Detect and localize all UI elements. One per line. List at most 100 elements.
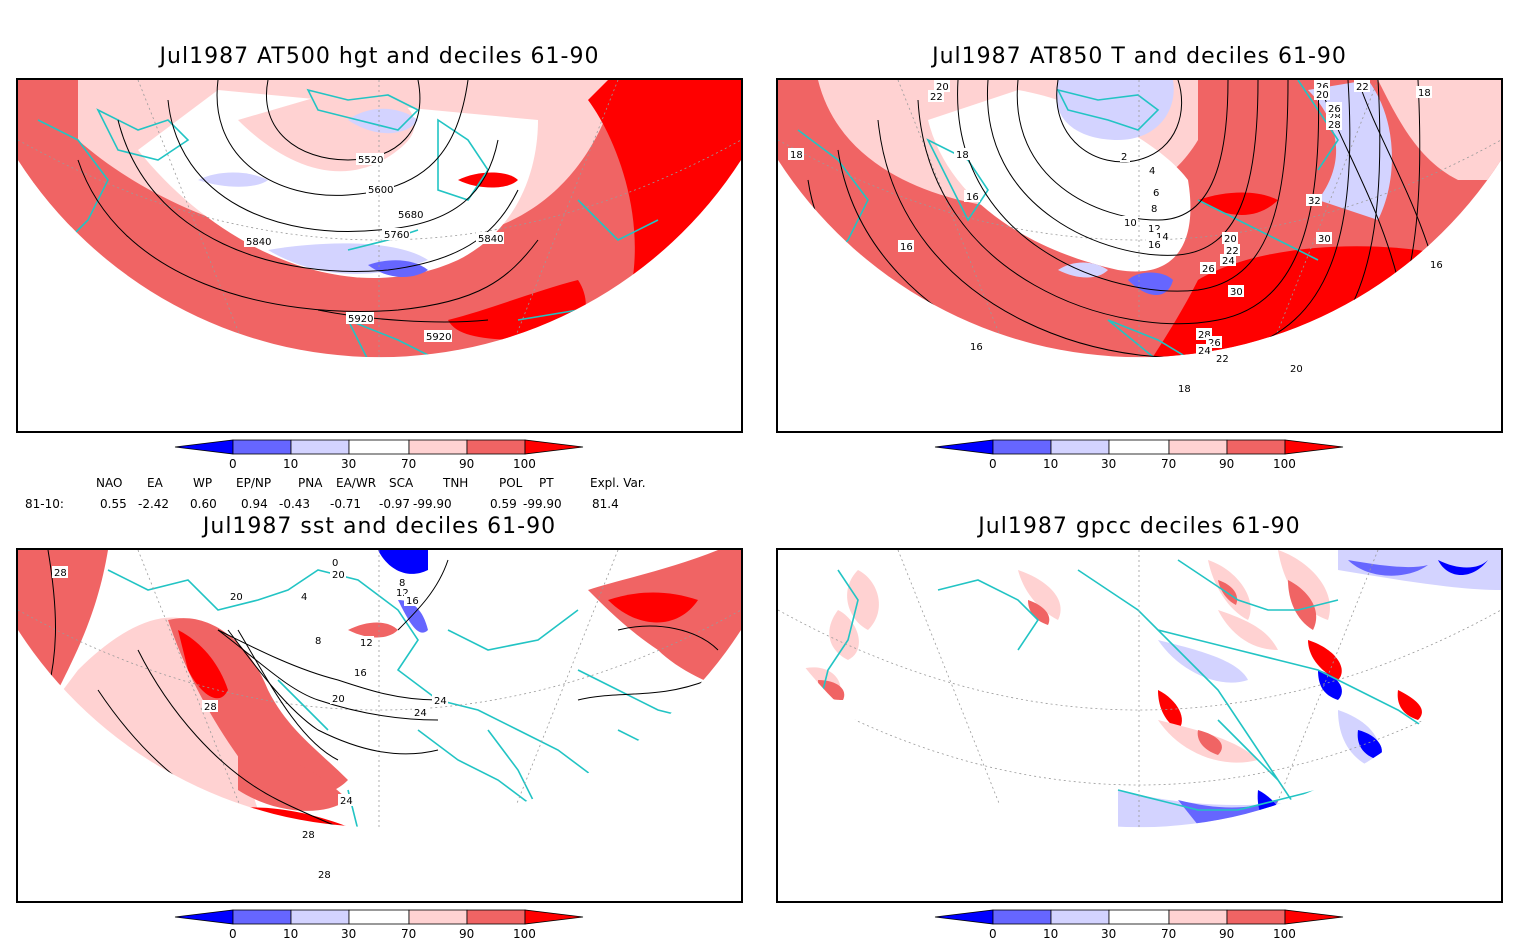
panel-title-hgt: Jul1987 AT500 hgt and deciles 61-90 bbox=[159, 44, 600, 69]
contour-label: 8 bbox=[1151, 204, 1157, 215]
panel-title-t850: Jul1987 AT850 T and deciles 61-90 bbox=[932, 44, 1347, 69]
colorbar-segment bbox=[408, 909, 468, 925]
contour-label: 16 bbox=[970, 342, 983, 353]
index-header: POL bbox=[499, 476, 523, 490]
colorbar-tick: 70 bbox=[401, 457, 416, 471]
map-sst-svg: 28 20 28 8 12 16 20 24 24 24 28 28 0 4 8… bbox=[18, 550, 741, 881]
map-t850-svg: 20 22 18 16 18 16 2 4 6 8 10 12 14 16 20… bbox=[778, 80, 1501, 395]
hgt-contour-labels: 5520 5600 5680 5760 5840 5840 5920 5920 bbox=[244, 153, 504, 343]
contour-label: 20 bbox=[1224, 234, 1237, 245]
contour-label: 18 bbox=[956, 150, 969, 161]
colorbar-sst: 0 10 30 70 90 100 bbox=[174, 908, 585, 940]
colorbar-gpcc: 0 10 30 70 90 100 bbox=[934, 908, 1345, 940]
index-header: NAO bbox=[96, 476, 123, 490]
contour-label: 5920 bbox=[348, 314, 373, 325]
colorbar-svg: 0 10 30 70 90 100 bbox=[934, 439, 1344, 471]
contour-label: 18 bbox=[1178, 384, 1191, 395]
contour-label: 28 bbox=[1328, 120, 1341, 131]
contour-label: 5760 bbox=[384, 230, 409, 241]
contour-label: 28 bbox=[318, 870, 331, 881]
map-panel-gpcc bbox=[776, 548, 1503, 903]
contour-label: 16 bbox=[900, 242, 913, 253]
colorbar-segment bbox=[232, 439, 292, 455]
contour-label: 28 bbox=[54, 568, 67, 579]
contour-label: 26 bbox=[1328, 104, 1341, 115]
index-header: SCA bbox=[389, 476, 414, 490]
t850-contour-labels: 20 22 18 16 18 16 2 4 6 8 10 12 14 16 20… bbox=[788, 80, 1444, 395]
colorbar-tick: 0 bbox=[229, 927, 237, 940]
colorbar-tick: 90 bbox=[459, 457, 474, 471]
colorbar-segment bbox=[1168, 909, 1228, 925]
index-value: -99.90 bbox=[413, 497, 452, 511]
contour-label: 5920 bbox=[426, 332, 451, 343]
index-value: -0.43 bbox=[279, 497, 311, 511]
index-value: -0.71 bbox=[330, 497, 362, 511]
map-panel-t850: 20 22 18 16 18 16 2 4 6 8 10 12 14 16 20… bbox=[776, 78, 1503, 433]
colorbar-tick: 30 bbox=[1101, 457, 1116, 471]
index-header: PNA bbox=[298, 476, 323, 490]
contour-label: 18 bbox=[1418, 88, 1431, 99]
contour-label: 12 bbox=[396, 588, 409, 599]
index-header: TNH bbox=[443, 476, 469, 490]
contour-label: 8 bbox=[315, 636, 321, 647]
contour-label: 22 bbox=[1216, 354, 1229, 365]
index-value: -0.97 bbox=[379, 497, 411, 511]
contour-label: 0 bbox=[332, 558, 338, 569]
contour-label: 20 bbox=[332, 570, 345, 581]
colorbar-segment bbox=[466, 439, 526, 455]
colorbar-segment bbox=[524, 439, 584, 455]
contour-label: 22 bbox=[930, 92, 943, 103]
index-header: EP/NP bbox=[236, 476, 272, 490]
colorbar-segment bbox=[1108, 909, 1170, 925]
colorbar-segment bbox=[934, 439, 994, 455]
contour-label: 28 bbox=[1198, 330, 1211, 341]
contour-label: 10 bbox=[1124, 218, 1137, 229]
colorbar-segment bbox=[174, 439, 234, 455]
colorbar-segment bbox=[1050, 439, 1110, 455]
colorbar-tick: 10 bbox=[1043, 927, 1058, 940]
colorbar-tick: 100 bbox=[513, 927, 536, 940]
colorbar-segment bbox=[1226, 439, 1286, 455]
contour-label: 28 bbox=[1328, 112, 1341, 123]
contour-label: 14 bbox=[1156, 232, 1169, 243]
colorbar-tick: 30 bbox=[341, 927, 356, 940]
index-value: 0.94 bbox=[241, 497, 268, 511]
contour-label: 30 bbox=[1318, 234, 1331, 245]
colorbar-tick: 0 bbox=[229, 457, 237, 471]
index-header: PT bbox=[539, 476, 554, 490]
contour-label: 24 bbox=[434, 696, 447, 707]
colorbar-tick: 90 bbox=[1219, 457, 1234, 471]
contour-label: 20 bbox=[1290, 364, 1303, 375]
index-value: 0.55 bbox=[100, 497, 127, 511]
contour-label: 24 bbox=[414, 708, 427, 719]
colorbar-segment bbox=[348, 439, 410, 455]
colorbar-segment bbox=[1108, 439, 1170, 455]
contour-label: 6 bbox=[1153, 188, 1159, 199]
contour-label: 26 bbox=[1208, 338, 1221, 349]
contour-label: 5520 bbox=[358, 155, 383, 166]
contour-label: 16 bbox=[1148, 240, 1161, 251]
contour-label: 24 bbox=[1222, 256, 1235, 267]
contour-label: 20 bbox=[936, 82, 949, 93]
colorbar-tick: 100 bbox=[1273, 457, 1296, 471]
contour-label: 22 bbox=[1226, 246, 1239, 257]
colorbar-tick: 100 bbox=[1273, 927, 1296, 940]
map-gpcc-svg bbox=[778, 550, 1501, 828]
contour-label: 5840 bbox=[246, 237, 271, 248]
index-value: 0.60 bbox=[190, 497, 217, 511]
contour-label: 16 bbox=[966, 192, 979, 203]
colorbar-segment bbox=[1050, 909, 1110, 925]
colorbar-segment bbox=[1284, 909, 1344, 925]
colorbar-svg: 0 10 30 70 90 100 bbox=[174, 909, 584, 940]
colorbar-segment bbox=[992, 909, 1052, 925]
colorbar-segment bbox=[174, 909, 234, 925]
panel-title-gpcc: Jul1987 gpcc deciles 61-90 bbox=[978, 514, 1301, 539]
panel-title-sst: Jul1987 sst and deciles 61-90 bbox=[202, 514, 557, 539]
colorbar-tick: 30 bbox=[1101, 927, 1116, 940]
map-panel-sst: 28 20 28 8 12 16 20 24 24 24 28 28 0 4 8… bbox=[16, 548, 743, 903]
colorbar-tick: 10 bbox=[283, 927, 298, 940]
contour-label: 26 bbox=[1316, 82, 1329, 93]
colorbar-segment bbox=[408, 439, 468, 455]
contour-label: 2 bbox=[1121, 152, 1127, 163]
index-header: EA/WR bbox=[336, 476, 377, 490]
